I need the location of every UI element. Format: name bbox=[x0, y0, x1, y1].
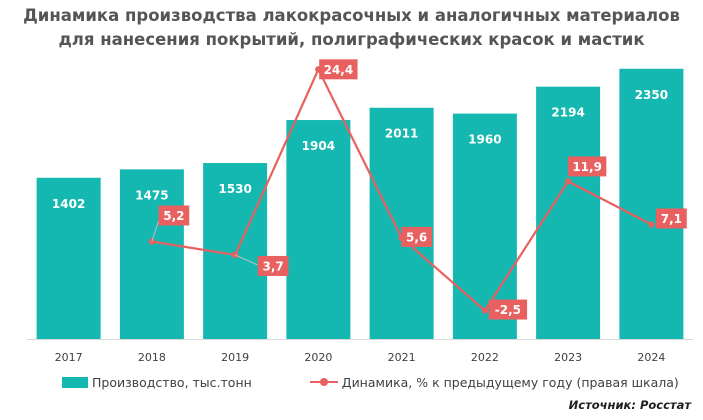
bar-2020 bbox=[286, 120, 351, 339]
data-label-2023: 11,9 bbox=[572, 160, 602, 174]
line-point-2022 bbox=[481, 307, 489, 314]
x-tick-label-2024: 2024 bbox=[637, 351, 665, 364]
legend-swatch-line bbox=[309, 376, 338, 388]
x-tick-label-2018: 2018 bbox=[138, 351, 166, 364]
line-point-2023 bbox=[564, 178, 572, 185]
bar-label-2019: 1530 bbox=[218, 182, 251, 196]
bar-label-2018: 1475 bbox=[135, 188, 168, 202]
legend-swatch-bar bbox=[62, 376, 88, 388]
data-label-box-2018 bbox=[158, 205, 190, 226]
data-label-box-2024 bbox=[655, 208, 687, 229]
chart-title: Динамика производства лакокрасочных и ан… bbox=[0, 4, 703, 52]
data-label-2020: 24,4 bbox=[324, 63, 354, 77]
bar-2024 bbox=[619, 68, 684, 339]
bar-label-2024: 2350 bbox=[635, 88, 668, 102]
legend: Производство, тыс.тонн Динамика, % к пре… bbox=[62, 372, 679, 392]
data-label-box-2019 bbox=[257, 255, 289, 276]
legend-item-production: Производство, тыс.тонн bbox=[62, 375, 252, 390]
x-tick-label-2019: 2019 bbox=[221, 351, 249, 364]
data-label-2018: 5,2 bbox=[163, 209, 184, 223]
bar-label-2023: 2194 bbox=[551, 106, 584, 120]
data-label-box-2023 bbox=[567, 156, 607, 177]
line-point-2024 bbox=[648, 221, 655, 228]
bar-2018 bbox=[119, 169, 184, 339]
data-label-2024: 7,1 bbox=[661, 212, 682, 226]
bar-label-2017: 1402 bbox=[52, 197, 85, 211]
bar-label-2021: 2011 bbox=[385, 127, 418, 141]
legend-item-dynamics: Динамика, % к предыдущему году (правая ш… bbox=[309, 374, 679, 390]
x-tick-label-2022: 2022 bbox=[471, 351, 499, 364]
bar-label-2022: 1960 bbox=[468, 133, 501, 147]
data-label-box-2021 bbox=[401, 226, 433, 247]
data-label-2021: 5,6 bbox=[406, 230, 427, 244]
chart-title-line-2: для нанесения покрытий, полиграфических … bbox=[58, 30, 645, 49]
data-label-2022: -2,5 bbox=[495, 303, 521, 317]
x-tick-label-2023: 2023 bbox=[554, 351, 582, 364]
data-label-2019: 3,7 bbox=[262, 259, 283, 273]
legend-label-production: Производство, тыс.тонн bbox=[92, 374, 252, 390]
x-tick-label-2017: 2017 bbox=[55, 351, 83, 364]
x-tick-label-2020: 2020 bbox=[304, 351, 332, 364]
data-label-box-2022 bbox=[488, 299, 528, 320]
chart-title-line-1: Динамика производства лакокрасочных и ан… bbox=[23, 6, 680, 25]
data-label-leader-2019 bbox=[234, 254, 260, 267]
source-note: Источник: Росстат bbox=[568, 398, 691, 412]
bar-label-2020: 1904 bbox=[302, 139, 335, 153]
data-label-box-2020 bbox=[319, 59, 358, 80]
bar-2023 bbox=[536, 86, 601, 339]
x-tick-label-2021: 2021 bbox=[388, 351, 416, 364]
bar-2021 bbox=[369, 107, 434, 339]
legend-label-dynamics: Динамика, % к предыдущему году (правая ш… bbox=[341, 374, 679, 390]
bar-2017 bbox=[36, 177, 101, 339]
